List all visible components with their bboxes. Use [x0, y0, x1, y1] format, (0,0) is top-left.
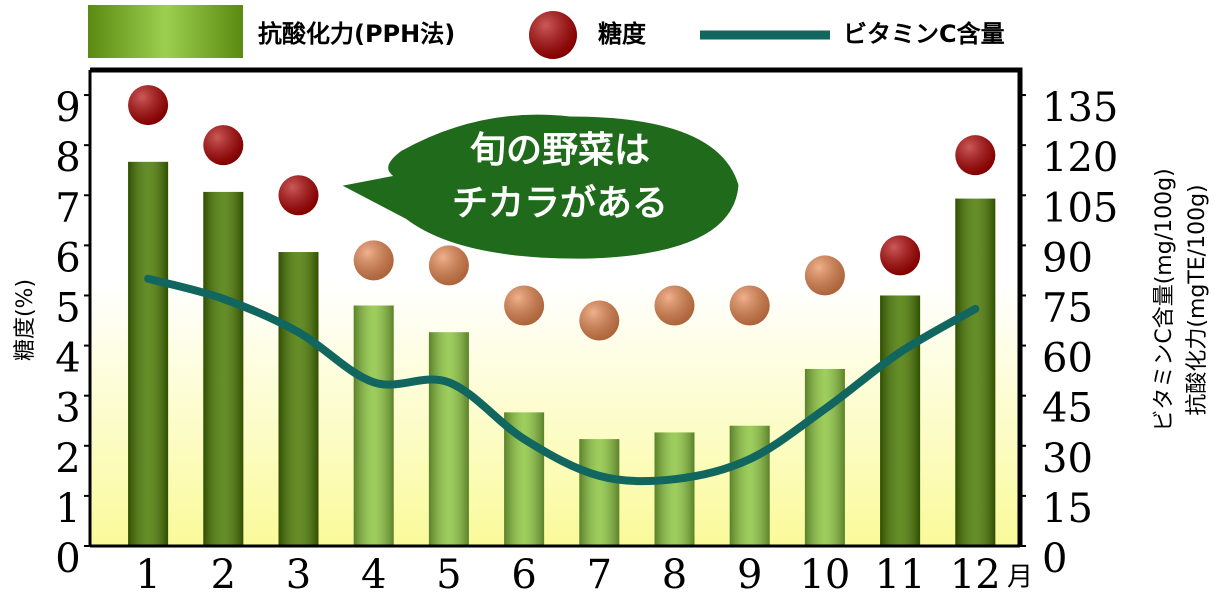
y2-tick-label: 135 — [1042, 85, 1118, 131]
bar-shade — [429, 332, 469, 546]
y2-tick-label: 30 — [1042, 436, 1093, 482]
y-tick-label: 4 — [55, 336, 80, 382]
point-shine — [730, 285, 770, 325]
x-tick-label: 6 — [511, 552, 536, 598]
bar-shade — [730, 426, 770, 546]
point-shine — [880, 235, 920, 275]
point-shine — [579, 301, 619, 341]
x-tick-label: 7 — [587, 552, 612, 598]
y2-axis-title: 抗酸化力(mgTE/100g) — [1185, 184, 1210, 415]
point-shine — [955, 135, 995, 175]
bar-shade — [579, 439, 619, 546]
y-axis-title: 糖度(%) — [13, 279, 38, 361]
x-tick-label: 1 — [135, 552, 160, 598]
legend-swatch-shine — [529, 11, 577, 59]
x-tick-label: 5 — [436, 552, 461, 598]
y-tick-label: 8 — [55, 135, 80, 181]
y2-tick-label: 90 — [1042, 235, 1093, 281]
y-tick-label: 5 — [55, 285, 80, 331]
point-shine — [805, 255, 845, 295]
x-tick-label: 10 — [799, 552, 850, 598]
y-tick-label: 9 — [55, 85, 80, 131]
y-tick-label: 3 — [55, 386, 80, 432]
y2-tick-label: 60 — [1042, 336, 1093, 382]
bar-shade — [354, 305, 394, 546]
legend-label: ビタミンC含量 — [843, 20, 1005, 48]
x-tick-label: 12 — [950, 552, 1001, 598]
callout-text: 旬の野菜は — [470, 130, 650, 171]
bar-shade — [655, 432, 695, 546]
bar-shade — [203, 192, 243, 546]
y2-tick-label: 75 — [1042, 285, 1093, 331]
x-tick-label: 8 — [662, 552, 687, 598]
y2-tick-label: 0 — [1042, 536, 1067, 582]
bar-shade — [279, 252, 319, 546]
y-tick-label: 6 — [55, 235, 80, 281]
point-shine — [354, 240, 394, 280]
y2-axis-title: ビタミンC含量(mg/100g) — [1152, 168, 1177, 431]
y2-tick-label: 15 — [1042, 486, 1093, 532]
bar-shade — [880, 295, 920, 546]
point-shine — [504, 285, 544, 325]
legend-label: 糖度 — [598, 20, 647, 48]
y-tick-label: 7 — [55, 185, 80, 231]
point-shine — [655, 285, 695, 325]
point-shine — [429, 245, 469, 285]
y2-tick-label: 45 — [1042, 386, 1093, 432]
chart: 旬の野菜は チカラがある 糖度(%) ビタミンC含量(mg/100g) 抗酸化力… — [0, 0, 1221, 599]
legend-label: 抗酸化力(PPH法) — [258, 20, 455, 48]
callout-text: チカラがある — [452, 183, 668, 224]
point-shine — [279, 175, 319, 215]
x-tick-label: 2 — [211, 552, 236, 598]
bar-shade — [955, 199, 995, 546]
x-tick-label: 3 — [286, 552, 311, 598]
point-shine — [128, 85, 168, 125]
x-unit: 月 — [1007, 563, 1033, 593]
y2-tick-label: 105 — [1042, 185, 1118, 231]
y-tick-label: 2 — [55, 436, 80, 482]
bar-shade — [128, 162, 168, 546]
x-tick-label: 9 — [737, 552, 762, 598]
y-tick-label: 0 — [55, 536, 80, 582]
legend-swatch — [88, 5, 243, 58]
x-tick-label: 11 — [875, 552, 926, 598]
y2-tick-label: 120 — [1042, 135, 1118, 181]
x-tick-label: 4 — [361, 552, 386, 598]
point-shine — [203, 125, 243, 165]
y-tick-label: 1 — [55, 486, 80, 532]
